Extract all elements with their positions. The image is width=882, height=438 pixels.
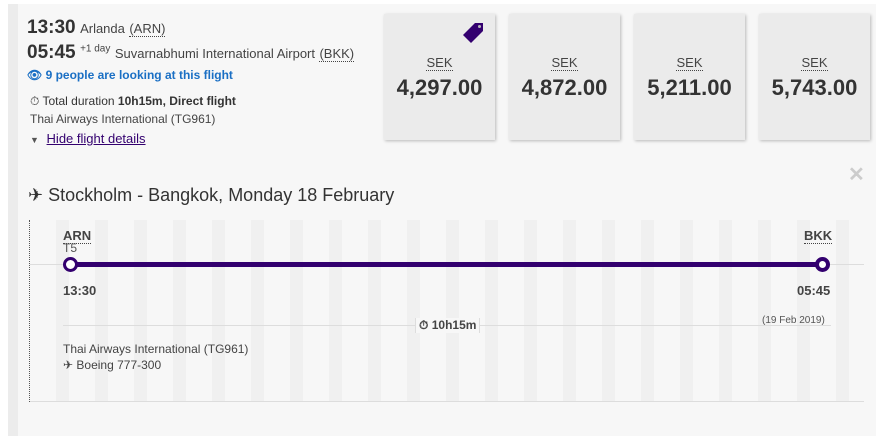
close-icon[interactable]: ✕ [848,164,865,186]
timeline-area [30,220,850,402]
currency: SEK [801,55,828,71]
arrival-date: (19 Feb 2019) [762,315,825,326]
price-amount: 5,211.00 [647,75,732,100]
currency: SEK [551,55,578,71]
destination-marker [815,257,830,272]
aircraft-type: Boeing 777-300 [76,358,162,372]
price-amount: 4,872.00 [521,75,608,100]
departure-code: (ARN) [129,21,166,37]
stopwatch-icon: ⏱ [30,94,40,108]
duration-value: 10h15m, Direct flight [117,94,236,108]
duration-label: Total duration [42,94,115,108]
aircraft-row: ✈ Boeing 777-300 [63,358,161,372]
price-option-1[interactable]: SEK 4,297.00 [384,14,495,140]
day-offset: +1 day [80,43,111,55]
plane-icon: ✈ [28,185,44,205]
arrival-airport: Suvarnabhumi International Airport [114,46,316,61]
departure-airport: Arlanda [80,21,125,36]
origin-code: ARN [63,228,92,244]
duration-row: ⏱ Total duration 10h15m, Direct flight [30,94,236,109]
duration-badge: ⏱ 10h15m [415,318,481,333]
currency: SEK [676,55,703,71]
currency: SEK [426,55,453,71]
caret-down-icon: ▼ [30,135,39,145]
arrival-row: 05:45 +1 day Suvarnabhumi International … [27,42,355,64]
arrival-code: (BKK) [319,46,355,62]
price-option-3[interactable]: SEK 5,211.00 [634,14,745,140]
tag-icon [463,23,483,43]
origin-marker [63,257,78,272]
flight-route-line [70,262,822,267]
hide-details-link[interactable]: Hide flight details [46,131,146,146]
details-title: Stockholm - Bangkok, Monday 18 February [48,185,395,205]
arrival-time: 05:45 [27,42,76,63]
eye-icon: 👁 [27,68,43,82]
watchers-text: 9 people are looking at this flight [45,68,233,82]
origin-terminal: T5 [63,241,78,255]
price-option-2[interactable]: SEK 4,872.00 [509,14,620,140]
stopwatch-icon: ⏱ [419,318,429,332]
price-amount: 5,743.00 [771,75,858,100]
watchers-notice: 👁 9 people are looking at this flight [27,68,233,82]
details-title-row: ✈ Stockholm - Bangkok, Monday 18 Februar… [28,185,394,206]
hide-details-toggle[interactable]: ▼ Hide flight details [30,131,146,146]
divider [30,401,864,402]
destination-code: BKK [804,228,833,244]
segment-airline: Thai Airways International (TG961) [63,342,249,356]
departure-time: 13:30 [27,17,76,38]
plane-icon: ✈ [63,358,74,372]
duration-value: 10h15m [431,318,477,332]
departure-time: 13:30 [63,283,97,298]
price-option-4[interactable]: SEK 5,743.00 [759,14,870,140]
divider [29,220,30,402]
airline: Thai Airways International (TG961) [30,112,216,126]
price-amount: 4,297.00 [396,75,483,100]
departure-row: 13:30 Arlanda (ARN) [27,17,166,39]
arrival-time: 05:45 [797,283,831,298]
